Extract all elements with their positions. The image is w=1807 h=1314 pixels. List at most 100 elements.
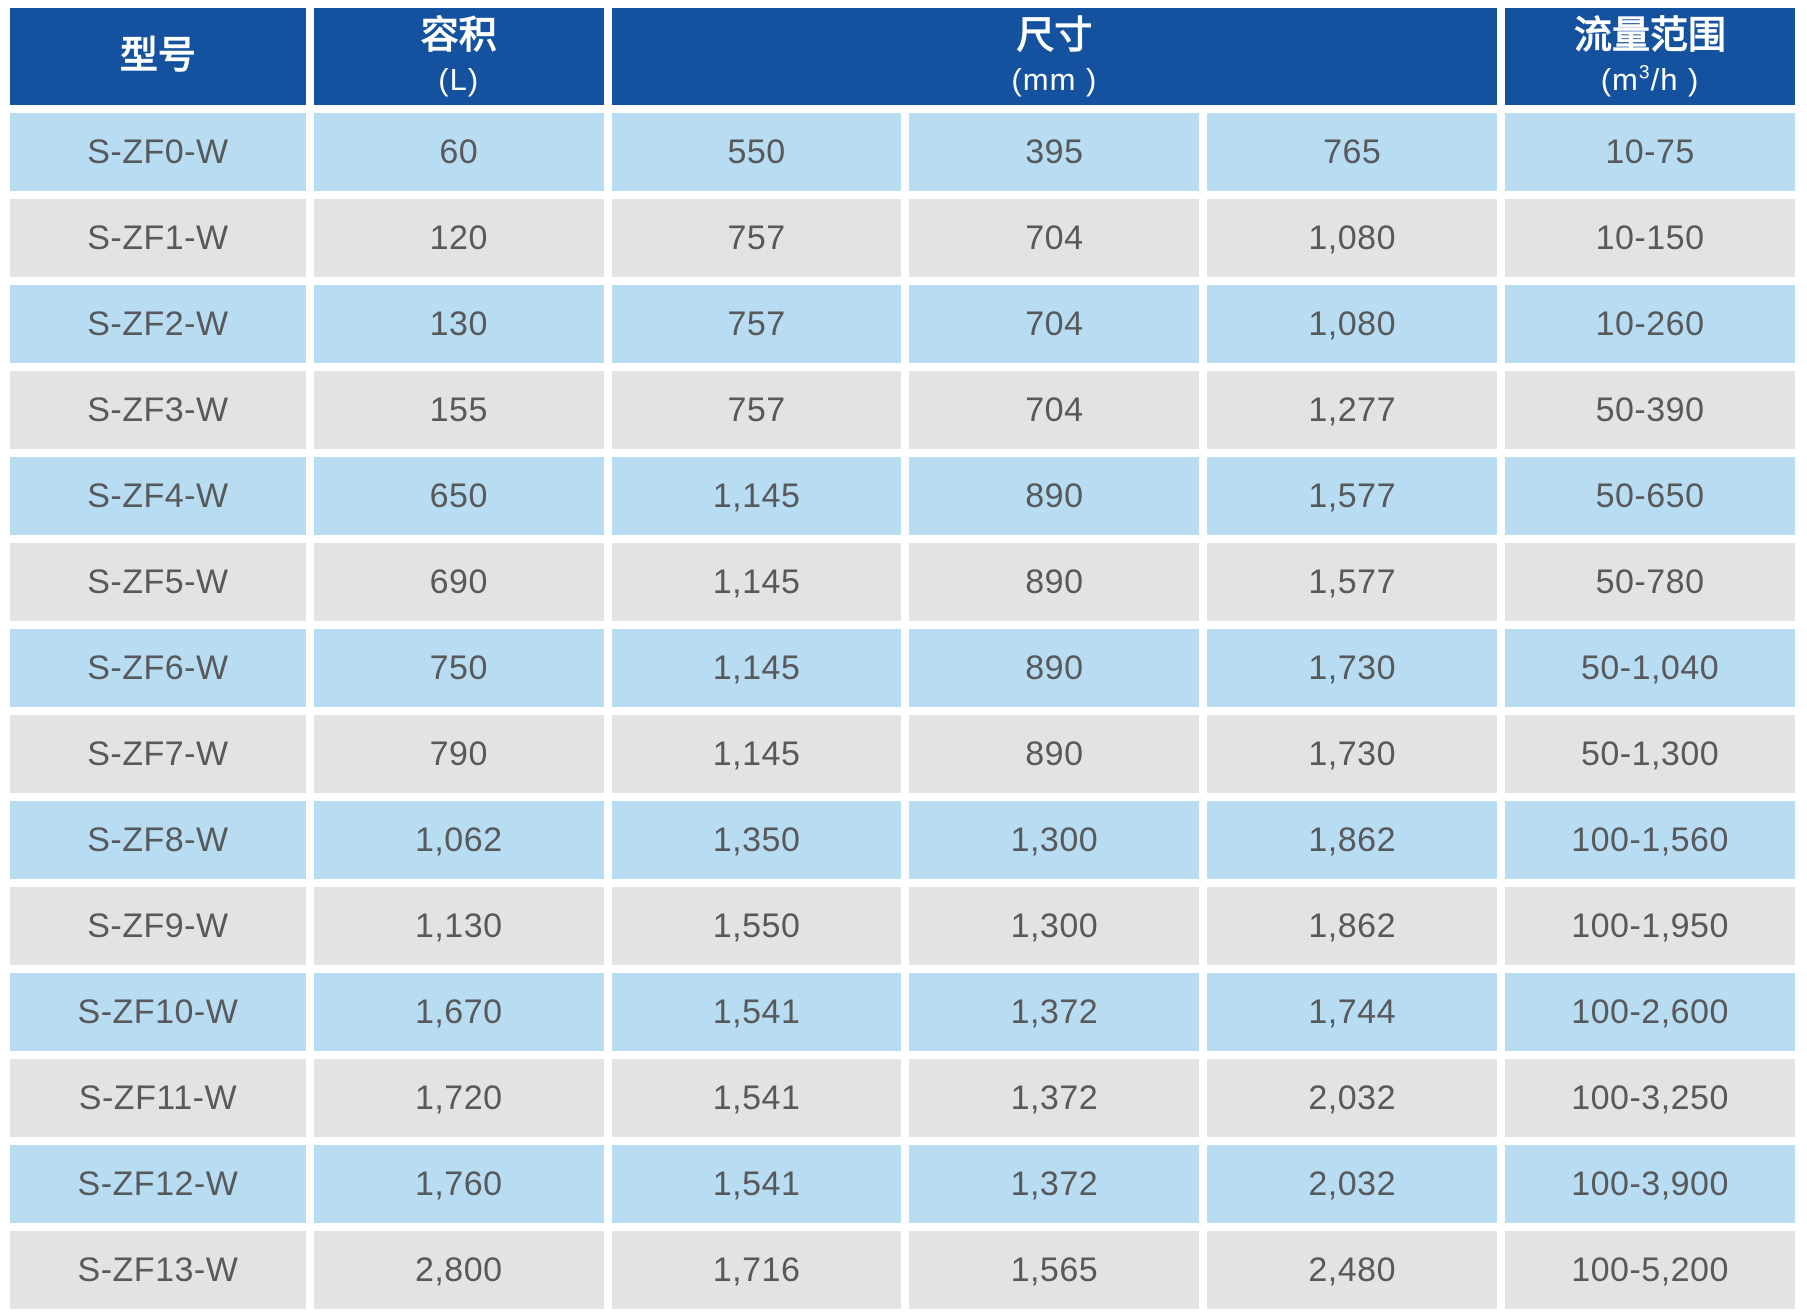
- value-cell: 1,744: [1207, 973, 1498, 1051]
- model-cell: S-ZF2-W: [10, 285, 306, 363]
- value-cell: 1,372: [909, 1145, 1200, 1223]
- value-cell: 2,032: [1207, 1145, 1498, 1223]
- value-cell: 1,145: [611, 457, 902, 535]
- value-cell: 650: [313, 457, 604, 535]
- value-cell: 1,372: [909, 1059, 1200, 1137]
- value-cell: 1,670: [313, 973, 604, 1051]
- value-cell: 100-1,560: [1505, 801, 1795, 879]
- header-flow-unit: (m3/h ): [1600, 61, 1700, 97]
- value-cell: 1,565: [909, 1231, 1200, 1309]
- value-cell: 765: [1207, 113, 1498, 191]
- value-cell: 10-260: [1505, 285, 1795, 363]
- value-cell: 790: [313, 715, 604, 793]
- value-cell: 1,577: [1207, 457, 1498, 535]
- value-cell: 1,350: [611, 801, 902, 879]
- table-row: S-ZF5-W 690 1,145 890 1,577 50-780: [10, 543, 1795, 621]
- table-row: S-ZF1-W 120 757 704 1,080 10-150: [10, 199, 1795, 277]
- table-row: S-ZF0-W 60 550 395 765 10-75: [10, 113, 1795, 191]
- value-cell: 1,541: [611, 973, 902, 1051]
- table-row: S-ZF9-W 1,130 1,550 1,300 1,862 100-1,950: [10, 887, 1795, 965]
- value-cell: 50-390: [1505, 371, 1795, 449]
- header-volume-title: 容积: [420, 15, 497, 58]
- model-cell: S-ZF8-W: [10, 801, 306, 879]
- value-cell: 750: [313, 629, 604, 707]
- model-cell: S-ZF4-W: [10, 457, 306, 535]
- header-flow-title: 流量范围: [1574, 15, 1727, 58]
- value-cell: 757: [611, 199, 902, 277]
- header-volume: 容积 (L): [313, 8, 604, 105]
- value-cell: 1,300: [909, 887, 1200, 965]
- header-size: 尺寸 (mm ): [611, 8, 1498, 105]
- value-cell: 2,032: [1207, 1059, 1498, 1137]
- model-cell: S-ZF0-W: [10, 113, 306, 191]
- value-cell: 1,300: [909, 801, 1200, 879]
- table-row: S-ZF13-W 2,800 1,716 1,565 2,480 100-5,200: [10, 1231, 1795, 1309]
- value-cell: 690: [313, 543, 604, 621]
- value-cell: 1,130: [313, 887, 604, 965]
- value-cell: 2,480: [1207, 1231, 1498, 1309]
- header-size-title: 尺寸: [1016, 15, 1093, 58]
- header-model-label: 型号: [119, 34, 196, 77]
- value-cell: 1,716: [611, 1231, 902, 1309]
- value-cell: 1,145: [611, 629, 902, 707]
- value-cell: 1,541: [611, 1145, 902, 1223]
- table-row: S-ZF4-W 650 1,145 890 1,577 50-650: [10, 457, 1795, 535]
- model-cell: S-ZF12-W: [10, 1145, 306, 1223]
- value-cell: 130: [313, 285, 604, 363]
- table-row: S-ZF7-W 790 1,145 890 1,730 50-1,300: [10, 715, 1795, 793]
- value-cell: 1,541: [611, 1059, 902, 1137]
- value-cell: 100-5,200: [1505, 1231, 1795, 1309]
- value-cell: 1,145: [611, 543, 902, 621]
- value-cell: 50-780: [1505, 543, 1795, 621]
- value-cell: 890: [909, 457, 1200, 535]
- value-cell: 1,062: [313, 801, 604, 879]
- superscript-3: 3: [1638, 62, 1651, 84]
- value-cell: 1,720: [313, 1059, 604, 1137]
- table-row: S-ZF3-W 155 757 704 1,277 50-390: [10, 371, 1795, 449]
- model-cell: S-ZF6-W: [10, 629, 306, 707]
- value-cell: 1,862: [1207, 887, 1498, 965]
- value-cell: 1,577: [1207, 543, 1498, 621]
- model-cell: S-ZF7-W: [10, 715, 306, 793]
- value-cell: 2,800: [313, 1231, 604, 1309]
- value-cell: 100-2,600: [1505, 973, 1795, 1051]
- header-row: 型号 容积 (L) 尺寸 (mm ) 流量范围 (m3/h ): [10, 8, 1795, 105]
- spec-table-body: S-ZF0-W 60 550 395 765 10-75 S-ZF1-W 120 757 704 1…: [10, 113, 1795, 1309]
- value-cell: 100-3,900: [1505, 1145, 1795, 1223]
- header-size-unit: (mm ): [1011, 61, 1098, 97]
- value-cell: 890: [909, 543, 1200, 621]
- model-cell: S-ZF13-W: [10, 1231, 306, 1309]
- value-cell: 757: [611, 285, 902, 363]
- value-cell: 1,145: [611, 715, 902, 793]
- value-cell: 704: [909, 285, 1200, 363]
- table-row: S-ZF12-W 1,760 1,541 1,372 2,032 100-3,900: [10, 1145, 1795, 1223]
- model-cell: S-ZF10-W: [10, 973, 306, 1051]
- value-cell: 100-1,950: [1505, 887, 1795, 965]
- value-cell: 155: [313, 371, 604, 449]
- value-cell: 1,760: [313, 1145, 604, 1223]
- model-cell: S-ZF5-W: [10, 543, 306, 621]
- value-cell: 704: [909, 371, 1200, 449]
- value-cell: 50-1,040: [1505, 629, 1795, 707]
- value-cell: 1,550: [611, 887, 902, 965]
- model-cell: S-ZF11-W: [10, 1059, 306, 1137]
- value-cell: 1,372: [909, 973, 1200, 1051]
- model-cell: S-ZF3-W: [10, 371, 306, 449]
- model-cell: S-ZF9-W: [10, 887, 306, 965]
- value-cell: 395: [909, 113, 1200, 191]
- value-cell: 1,730: [1207, 629, 1498, 707]
- table-header: 型号 容积 (L) 尺寸 (mm ) 流量范围 (m3/h ): [10, 8, 1795, 105]
- value-cell: 550: [611, 113, 902, 191]
- table-row: S-ZF6-W 750 1,145 890 1,730 50-1,040: [10, 629, 1795, 707]
- table-row: S-ZF10-W 1,670 1,541 1,372 1,744 100-2,600: [10, 973, 1795, 1051]
- header-flow: 流量范围 (m3/h ): [1505, 8, 1795, 105]
- table-row: S-ZF2-W 130 757 704 1,080 10-260: [10, 285, 1795, 363]
- value-cell: 10-150: [1505, 199, 1795, 277]
- value-cell: 890: [909, 715, 1200, 793]
- value-cell: 10-75: [1505, 113, 1795, 191]
- value-cell: 60: [313, 113, 604, 191]
- value-cell: 890: [909, 629, 1200, 707]
- header-model: 型号: [10, 8, 306, 105]
- value-cell: 1,862: [1207, 801, 1498, 879]
